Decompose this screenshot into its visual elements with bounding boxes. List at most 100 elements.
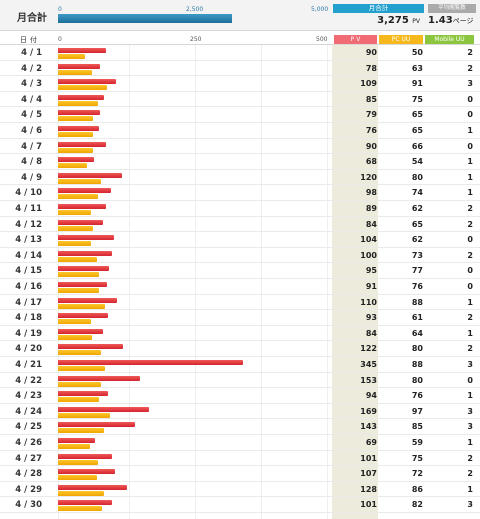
row-date: 4 / 3 (21, 79, 42, 90)
pc-uu-value: 63 (411, 63, 423, 73)
pv-value: 98 (365, 188, 377, 198)
row-date: 4 / 14 (15, 250, 42, 261)
pc-uu-value: 59 (411, 438, 423, 447)
pv-bar (58, 313, 108, 319)
pc-uu-value: 88 (411, 360, 423, 369)
pc-uu-value: 65 (411, 219, 423, 229)
row-date: 4 / 2 (21, 63, 42, 74)
pv-value: 85 (365, 94, 377, 104)
pv-value: 101 (360, 500, 377, 510)
table-row: 4 / 27 101 75 2 (0, 451, 480, 467)
pc-uu-value: 75 (411, 94, 423, 104)
pc-uu-value: 65 (411, 110, 423, 120)
pv-value: 91 (365, 282, 377, 291)
pc-uu-bar (58, 303, 106, 309)
pv-value: 94 (365, 391, 377, 401)
pc-uu-bar (58, 350, 101, 356)
row-date: 4 / 13 (15, 235, 42, 246)
pv-bar (58, 79, 117, 85)
pv-value: 345 (360, 360, 377, 369)
row-date: 4 / 7 (21, 141, 42, 152)
monthly-summary-bar: 月合計 0 2,500 5,000 月合計 平均閲覧数 3,275 PV 1.4… (0, 0, 480, 31)
pc-uu-bar (58, 132, 93, 137)
pc-uu-value: 77 (411, 266, 423, 276)
pv-column-header: P V (334, 35, 377, 44)
pv-value: 101 (360, 453, 377, 463)
pc-uu-bar (58, 334, 93, 340)
pc-uu-value: 54 (411, 157, 423, 167)
table-row: 4 / 25 143 85 3 (0, 419, 480, 435)
pv-value: 107 (360, 469, 377, 479)
pv-bar (58, 188, 111, 194)
mobile-uu-value: 2 (467, 48, 473, 57)
pv-value: 84 (365, 219, 377, 229)
table-row: 4 / 1 90 50 2 (0, 45, 480, 61)
pc-uu-bar (58, 116, 93, 122)
mobile-uu-value: 0 (467, 141, 473, 151)
pc-uu-bar (58, 54, 85, 59)
pc-uu-bar (58, 69, 92, 75)
pv-bar (58, 172, 123, 178)
pv-bar (58, 94, 104, 100)
mobile-uu-value: 2 (467, 63, 473, 73)
pv-value: 84 (365, 328, 377, 338)
pc-uu-value: 65 (411, 126, 423, 135)
mobile-uu-value: 1 (467, 328, 473, 338)
row-date: 4 / 21 (15, 360, 42, 370)
row-date: 4 / 20 (15, 344, 42, 355)
row-date: 4 / 17 (15, 297, 42, 308)
pc-uu-value: 80 (411, 172, 423, 182)
pc-uu-column-header: PC UU (379, 35, 423, 44)
avg-pages-value: 1.43ページ (428, 15, 480, 26)
summary-tick-5000: 5,000 (311, 6, 329, 13)
mobile-uu-value: 1 (467, 188, 473, 198)
pc-uu-value: 80 (411, 375, 423, 385)
row-date: 4 / 24 (15, 406, 42, 417)
pv-value: 68 (365, 157, 377, 167)
pv-bar (58, 422, 135, 428)
pv-value: 104 (360, 235, 377, 245)
pc-uu-value: 50 (411, 48, 423, 57)
mobile-uu-value: 2 (467, 344, 473, 354)
pv-bar (58, 360, 243, 365)
mobile-uu-value: 3 (467, 500, 473, 510)
pv-bar (58, 344, 124, 350)
pc-uu-bar (58, 506, 102, 512)
pc-uu-bar (58, 256, 98, 262)
pc-uu-value: 86 (411, 484, 423, 494)
mobile-uu-value: 0 (467, 110, 473, 120)
mobile-uu-value: 1 (467, 126, 473, 135)
pv-value: 78 (365, 63, 377, 73)
table-row: 4 / 2 78 63 2 (0, 61, 480, 77)
mobile-uu-value: 1 (467, 484, 473, 494)
pv-bar (58, 235, 114, 241)
pc-uu-bar (58, 178, 101, 184)
table-row: 4 / 17 110 88 1 (0, 295, 480, 311)
pv-bar (58, 391, 109, 397)
pc-uu-bar (58, 147, 94, 153)
row-date: 4 / 5 (21, 110, 42, 121)
pc-uu-bar (58, 475, 97, 481)
pv-value: 79 (365, 110, 377, 120)
pc-uu-bar (58, 194, 98, 200)
pc-uu-bar (58, 412, 110, 418)
mobile-uu-value: 3 (467, 79, 473, 89)
pv-bar (58, 48, 107, 53)
monthly-total-label: 月合計 (17, 13, 47, 24)
mobile-uu-value: 1 (467, 157, 473, 167)
row-date: 4 / 29 (15, 484, 42, 495)
pv-value: 95 (365, 266, 377, 276)
mobile-uu-value: 0 (467, 266, 473, 276)
pv-value: 93 (365, 313, 377, 323)
pc-uu-value: 62 (411, 204, 423, 213)
mobile-uu-value: 3 (467, 422, 473, 432)
pc-uu-bar (58, 288, 99, 293)
mobile-uu-value: 0 (467, 375, 473, 385)
pc-uu-value: 74 (411, 188, 423, 198)
row-date: 4 / 6 (21, 126, 42, 136)
row-date: 4 / 10 (15, 188, 42, 199)
table-row: 4 / 6 76 65 1 (0, 123, 480, 139)
row-date: 4 / 23 (15, 391, 42, 402)
summary-tick-2500: 2,500 (186, 6, 204, 13)
pv-value: 109 (360, 79, 377, 89)
